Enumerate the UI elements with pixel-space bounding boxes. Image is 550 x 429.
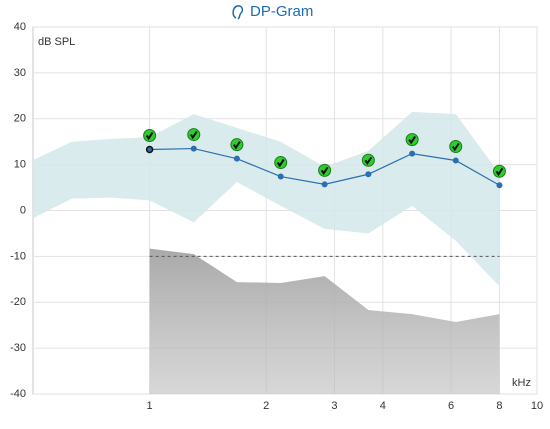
y-tick-label: 20 [14,113,26,125]
pass-check [320,166,329,176]
pass-check [495,167,504,177]
pass-check [233,141,241,150]
noise-floor [149,248,500,394]
data-point [145,145,154,154]
y-tick-label: 40 [14,21,26,33]
normal-range [33,111,500,287]
data-point [496,182,503,189]
y-tick-label: 10 [14,159,26,171]
x-axis-label: kHz [512,377,531,389]
x-tick-label: 2 [263,400,269,412]
y-tick-label: 30 [14,67,26,79]
ear-icon [232,5,244,20]
pass-check [276,158,285,168]
x-tick-label: 6 [448,400,454,412]
x-tick-label: 10 [531,400,543,412]
data-point [365,171,372,178]
x-tick-label: 8 [496,400,502,412]
data-point [452,157,459,164]
data-point [233,155,240,162]
chart-title: DP-Gram [250,3,313,20]
y-axis-label: dB SPL [38,36,75,48]
x-tick-label: 4 [380,400,386,412]
y-tick-label: 0 [20,204,26,216]
y-tick-label: -20 [10,296,26,308]
pass-check [364,156,373,166]
pass-check [145,131,154,141]
y-tick-label: -30 [10,342,26,354]
y-tick-label: -10 [10,250,26,262]
y-tick-label: -40 [10,388,26,400]
pass-check [451,142,460,152]
data-point [190,145,197,152]
x-tick-label: 3 [331,400,337,412]
data-point [409,150,416,157]
x-tick-label: 1 [147,400,153,412]
data-point [321,181,328,188]
pass-check [408,136,416,145]
data-point [277,173,284,180]
pass-check [189,131,198,140]
